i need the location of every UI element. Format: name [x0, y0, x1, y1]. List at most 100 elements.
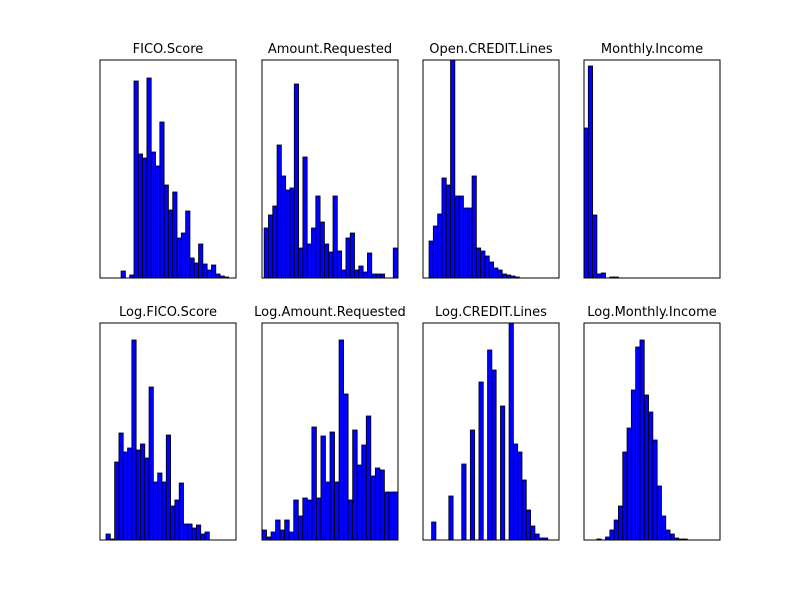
histogram-bar [469, 429, 476, 541]
histogram-bar [211, 264, 217, 279]
histogram-bar [161, 481, 167, 541]
histogram-bar [270, 531, 277, 541]
histogram-bar [172, 191, 178, 279]
histogram-bar [525, 509, 531, 541]
histogram-bar [643, 394, 649, 541]
histogram-bar [155, 165, 161, 279]
histogram-bar [325, 481, 331, 541]
histogram-bar [341, 269, 347, 279]
panel-title: Amount.Requested [268, 42, 392, 57]
histogram-bar [306, 243, 312, 279]
histogram-bar [140, 443, 146, 541]
histogram-bar [618, 505, 624, 541]
histogram-bar [189, 257, 195, 279]
histogram-bar [521, 479, 527, 541]
histogram-bar [315, 195, 321, 279]
histogram-bar [484, 255, 490, 279]
histogram-bar [437, 213, 443, 279]
axes-frame [422, 59, 560, 279]
histogram-bar [669, 533, 675, 541]
histogram-bar [159, 121, 165, 279]
histogram-bar [196, 524, 202, 541]
histogram-bar [471, 175, 477, 279]
histogram-bar [491, 369, 497, 541]
histogram-bar [375, 273, 381, 279]
histogram-bar [275, 519, 281, 541]
histogram-bar [193, 262, 199, 279]
histogram-bar [315, 497, 322, 541]
histogram-bar [630, 389, 637, 541]
histogram-bar [383, 491, 390, 541]
histogram-bar [302, 156, 308, 279]
histogram-bar [512, 443, 519, 541]
histogram-bar [293, 499, 299, 541]
histogram-bar [180, 232, 187, 279]
histogram-bar [263, 227, 269, 279]
histogram-bar [371, 273, 377, 279]
axes-frame [422, 322, 560, 541]
histogram-bar [583, 127, 589, 279]
histogram-bar [461, 463, 467, 541]
histogram-bar [652, 439, 658, 541]
histogram-bar [183, 523, 189, 541]
histogram-bar [622, 451, 628, 541]
histogram-bar [148, 386, 154, 541]
histogram-bar [500, 405, 506, 541]
histogram-bar [185, 210, 191, 279]
histogram-bar [328, 251, 334, 279]
histogram-bar [176, 237, 182, 279]
histogram-bar [347, 499, 354, 541]
histogram-bar [478, 381, 484, 541]
histogram-bar [127, 447, 133, 541]
panel-title: Log.Monthly.Income [587, 305, 717, 320]
histogram-bar [324, 243, 330, 279]
histogram-bar [320, 435, 326, 541]
histogram-bar [365, 415, 372, 541]
histogram-bar [441, 177, 447, 279]
axes-frame [261, 322, 399, 541]
histogram-bar [493, 267, 499, 279]
histogram-bar [105, 533, 111, 541]
histogram-bar [648, 411, 654, 541]
histogram-bar [596, 273, 602, 279]
histogram-bar [142, 157, 148, 279]
panel-title: Log.CREDIT.Lines [435, 305, 547, 320]
histogram-bar [261, 529, 267, 541]
histogram-bar [613, 519, 619, 541]
histogram-bar [297, 515, 304, 541]
histogram-bar [448, 495, 454, 541]
histogram-bar [488, 261, 494, 279]
histogram-bar [122, 451, 128, 541]
histogram-bar [131, 339, 137, 541]
histogram-bar [392, 247, 398, 279]
histogram-bar [280, 175, 287, 279]
histogram-bar [609, 529, 615, 541]
histogram-bar [388, 491, 394, 541]
histogram-bar [133, 80, 139, 279]
histogram-bar [191, 527, 197, 541]
histogram-bar [362, 271, 368, 279]
histogram-bar [600, 272, 606, 279]
histogram-bar [587, 65, 594, 279]
histogram-bar [268, 214, 274, 279]
histogram-bar [150, 151, 156, 279]
histogram-bar [361, 444, 367, 541]
histogram-bar [202, 263, 208, 279]
histogram-bar [165, 434, 171, 541]
histogram-bar [135, 449, 141, 541]
histogram-bar [293, 83, 299, 279]
histogram-bar [276, 144, 282, 279]
axes-frame [583, 59, 721, 279]
histogram-bar [463, 207, 469, 279]
histogram-bar [626, 427, 632, 541]
histogram-bar [338, 339, 345, 541]
histogram-bar [311, 426, 317, 541]
histogram-bar [200, 533, 206, 541]
histogram-bar [635, 346, 641, 541]
histogram-bar [356, 464, 363, 541]
histogram-bar [329, 431, 335, 541]
axes-frame [261, 59, 399, 279]
histogram-bar [288, 531, 295, 541]
histogram-bar [480, 250, 486, 279]
